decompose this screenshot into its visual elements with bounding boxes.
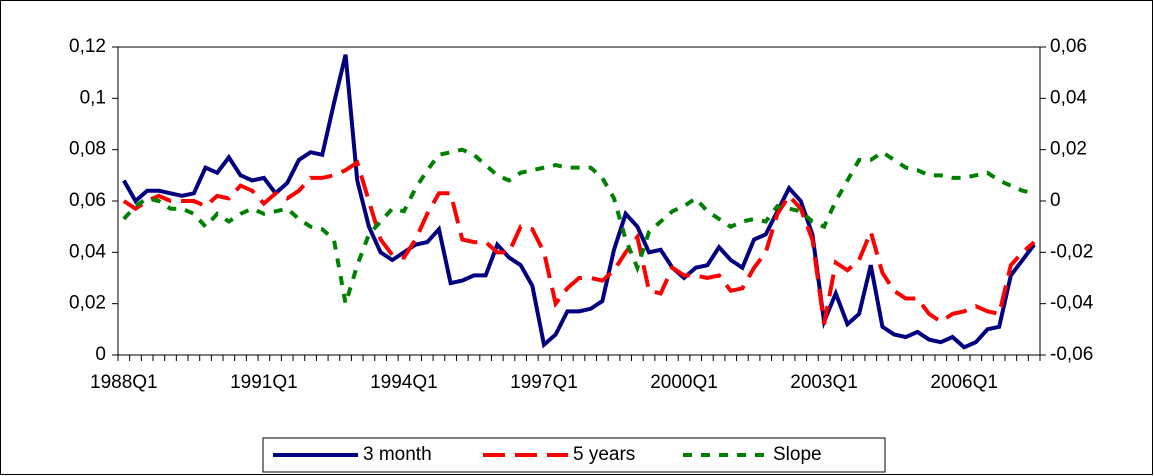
y-tick-label: 0 bbox=[95, 344, 106, 365]
y-tick-label: 0,12 bbox=[69, 36, 106, 57]
y2-tick-label: 0,04 bbox=[1050, 87, 1087, 108]
x-tick-label: 1997Q1 bbox=[510, 372, 578, 393]
y-tick-label: 0,1 bbox=[80, 87, 106, 108]
x-tick-label: 2006Q1 bbox=[930, 372, 998, 393]
legend-box bbox=[262, 437, 886, 473]
x-tick-label: 2000Q1 bbox=[650, 372, 718, 393]
y2-tick-label: 0 bbox=[1050, 190, 1061, 211]
x-tick-label: 1994Q1 bbox=[370, 372, 438, 393]
y2-tick-label: -0,04 bbox=[1050, 293, 1094, 314]
y-tick-label: 0,02 bbox=[69, 293, 106, 314]
y-tick-label: 0,06 bbox=[69, 190, 106, 211]
y2-tick-label: 0,06 bbox=[1050, 36, 1087, 57]
legend-label: 3 month bbox=[363, 444, 432, 465]
x-tick-label: 2003Q1 bbox=[790, 372, 858, 393]
y2-tick-label: -0,02 bbox=[1050, 241, 1093, 262]
x-tick-label: 1991Q1 bbox=[230, 372, 298, 393]
legend-label: Slope bbox=[773, 444, 822, 465]
legend-label: 5 years bbox=[573, 444, 635, 465]
y2-tick-label: -0,06 bbox=[1050, 344, 1093, 365]
y-tick-label: 0,04 bbox=[69, 241, 106, 262]
series-line bbox=[122, 159, 1036, 325]
y2-tick-label: 0,02 bbox=[1050, 139, 1087, 160]
x-tick-label: 1988Q1 bbox=[90, 372, 158, 393]
series-line bbox=[122, 147, 1035, 305]
y-tick-label: 0,08 bbox=[69, 139, 106, 160]
